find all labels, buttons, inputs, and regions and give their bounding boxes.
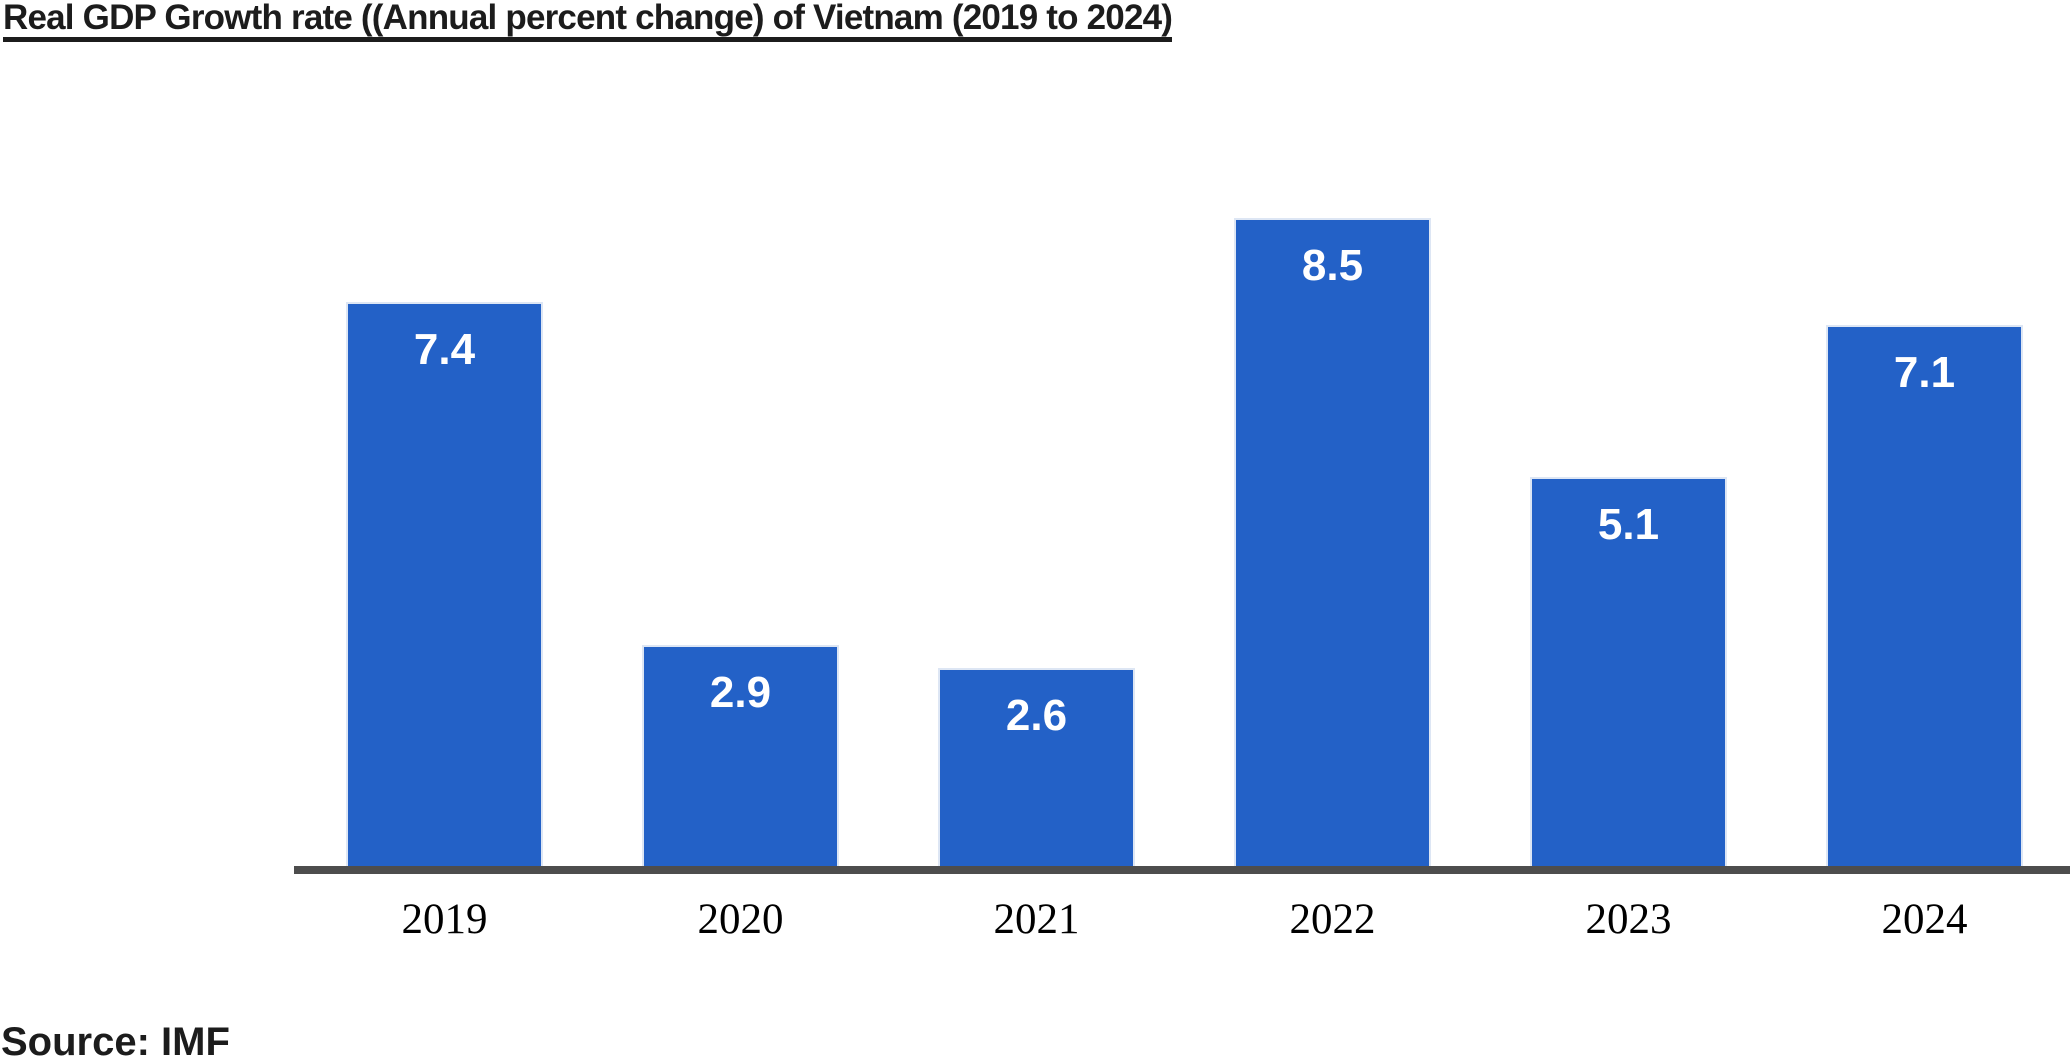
- bar-2021: 2.6: [938, 668, 1135, 866]
- bar-2022: 8.5: [1234, 218, 1431, 866]
- x-tick-label-2021: 2021: [993, 896, 1080, 943]
- x-tick-label-2019: 2019: [401, 896, 488, 943]
- x-tick-label-2020: 2020: [697, 896, 784, 943]
- x-tick-label-2024: 2024: [1881, 896, 1968, 943]
- x-axis-line: [294, 866, 2070, 874]
- bar-value-label-2024: 7.1: [1893, 348, 1956, 397]
- source-note: Source: IMF: [1, 1020, 230, 1062]
- x-tick-label-2022: 2022: [1289, 896, 1376, 943]
- bar-value-label-2020: 2.9: [709, 668, 772, 717]
- bar-value-label-2021: 2.6: [1005, 691, 1068, 740]
- bar-value-label-2019: 7.4: [413, 325, 476, 374]
- bar-2019: 7.4: [346, 302, 543, 866]
- chart-title: Real GDP Growth rate ((Annual percent ch…: [3, 0, 1173, 42]
- bar-2020: 2.9: [642, 645, 839, 866]
- x-tick-label-2023: 2023: [1585, 896, 1672, 943]
- bar-2023: 5.1: [1530, 477, 1727, 866]
- bar-value-label-2023: 5.1: [1597, 500, 1660, 549]
- bar-2024: 7.1: [1826, 325, 2023, 866]
- bar-value-label-2022: 8.5: [1301, 241, 1364, 290]
